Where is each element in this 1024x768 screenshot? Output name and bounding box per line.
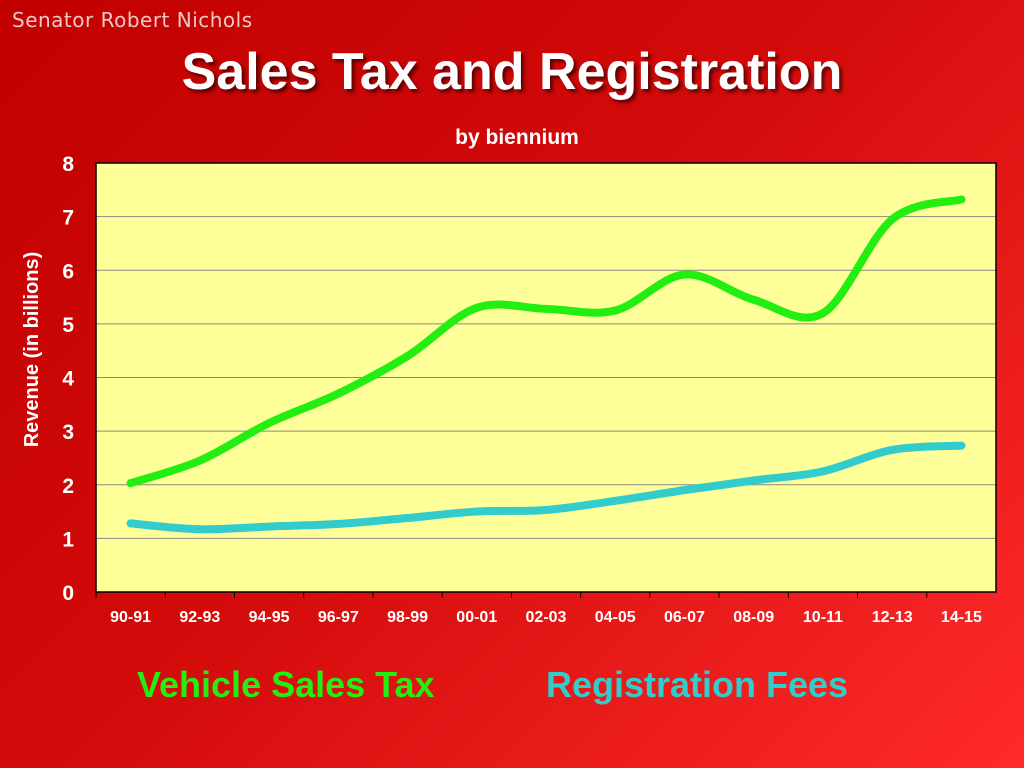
line-chart: 0 1 2 3 4 5 6 7 8 90-91 92-93 94-95 96-97 98-99 00-01…: [21, 153, 997, 626]
data-point: [680, 270, 689, 279]
data-point: [888, 445, 897, 454]
x-tick-label: 00-01: [456, 609, 497, 626]
x-tick-label: 04-05: [595, 609, 636, 626]
data-point: [749, 295, 758, 304]
x-tick-label: 90-91: [110, 609, 151, 626]
data-point: [403, 352, 412, 361]
data-point: [542, 304, 550, 313]
x-tick-label: 14-15: [941, 609, 982, 626]
data-point: [680, 486, 689, 495]
legend-registration-fees: Registration Fees: [546, 664, 849, 705]
data-point: [265, 419, 274, 428]
data-point: [195, 456, 204, 465]
x-tick-label: 94-95: [249, 609, 290, 626]
x-tick-label: 02-03: [526, 609, 567, 626]
y-tick-label: 7: [62, 207, 74, 230]
y-tick-label: 6: [62, 260, 74, 283]
x-tick-label: 08-09: [733, 609, 774, 626]
data-point: [126, 479, 135, 488]
x-tick-label: 10-11: [803, 609, 843, 626]
data-point: [749, 476, 758, 485]
data-point: [542, 505, 550, 514]
data-point: [472, 303, 481, 312]
x-tick-label: 92-93: [179, 609, 220, 626]
x-tick-label: 98-99: [387, 609, 428, 626]
chart-title: Sales Tax and Registration: [181, 43, 843, 101]
data-point: [957, 195, 966, 204]
y-axis-label: Revenue (in billions): [21, 252, 43, 448]
data-point: [611, 496, 620, 505]
y-tick-label: 1: [62, 528, 74, 551]
x-axis-ticks: 90-91 92-93 94-95 96-97 98-99 00-01 02-03 04-05…: [95, 592, 982, 626]
chart-subtitle: by biennium: [455, 126, 579, 149]
y-axis-ticks: 0 1 2 3 4 5 6 7 8: [62, 153, 74, 605]
series-lines: [126, 195, 966, 534]
data-point: [818, 467, 827, 476]
data-point: [403, 513, 412, 522]
data-point: [334, 389, 343, 398]
data-point: [957, 441, 966, 450]
author-label: Senator Robert Nichols: [12, 8, 253, 32]
data-point: [818, 309, 827, 318]
y-tick-label: 8: [62, 153, 74, 176]
data-point: [334, 519, 343, 528]
data-point: [265, 522, 274, 531]
y-tick-label: 0: [62, 582, 74, 605]
data-point: [195, 525, 204, 534]
data-point: [611, 306, 620, 315]
data-point: [126, 519, 135, 528]
y-tick-label: 4: [62, 368, 74, 391]
y-tick-label: 5: [62, 314, 74, 337]
x-tick-label: 12-13: [872, 609, 913, 626]
x-tick-label: 06-07: [664, 609, 705, 626]
y-tick-label: 3: [62, 421, 74, 444]
plot-border: [95, 162, 997, 593]
data-point: [472, 507, 481, 516]
data-point: [888, 215, 897, 224]
legend-vehicle-sales-tax: Vehicle Sales Tax: [137, 664, 435, 705]
x-tick-label: 96-97: [318, 609, 359, 626]
y-tick-label: 2: [62, 475, 74, 498]
